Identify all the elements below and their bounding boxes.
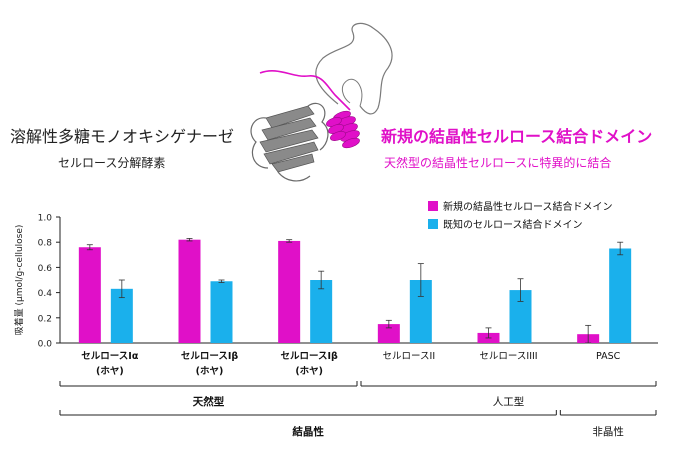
bar bbox=[210, 281, 233, 343]
category-label: PASC bbox=[596, 351, 621, 362]
category-label: セルロースII bbox=[383, 351, 436, 362]
bar bbox=[509, 290, 532, 343]
legend-swatch bbox=[428, 201, 438, 211]
category-label: セルロースIβ bbox=[181, 351, 239, 362]
y-tick-label: 0.2 bbox=[38, 314, 52, 324]
category-label: セルロースIβ bbox=[280, 351, 338, 362]
adsorption-chart: 0.0 0.2 0.4 0.6 0.8 1.0 吸着量 (μmol/g-cellulose)… bbox=[13, 200, 658, 438]
y-tick-label: 0.8 bbox=[38, 239, 53, 249]
legend-swatch bbox=[428, 219, 438, 229]
bar bbox=[78, 247, 101, 343]
y-tick-label: 0.0 bbox=[38, 340, 53, 350]
y-tick-label: 0.6 bbox=[38, 264, 53, 274]
bar bbox=[377, 324, 400, 343]
category-label: セルロースIIII bbox=[479, 351, 537, 362]
category-label: セルロースIα bbox=[81, 351, 139, 362]
protein-coil bbox=[315, 22, 393, 115]
bar bbox=[409, 280, 432, 343]
protein-coil bbox=[341, 78, 363, 107]
enzyme-beta-sheet bbox=[259, 105, 319, 173]
group-label: 人工型 bbox=[493, 395, 525, 408]
bar bbox=[178, 239, 201, 343]
bar bbox=[310, 280, 333, 343]
category-sublabel: (ホヤ) bbox=[196, 366, 224, 377]
enzyme-loops bbox=[250, 102, 329, 182]
protein-structure-illustration bbox=[250, 22, 393, 182]
binding-domain-helix bbox=[326, 110, 360, 149]
y-tick-label: 0.4 bbox=[38, 289, 53, 299]
domain-title: 新規の結晶性セルロース結合ドメイン bbox=[381, 127, 653, 146]
group-label: 天然型 bbox=[193, 395, 225, 408]
bar bbox=[110, 288, 133, 343]
group-label: 非晶性 bbox=[592, 425, 624, 438]
bar bbox=[609, 248, 632, 343]
bar bbox=[278, 240, 301, 343]
legend-label: 新規の結晶性セルロース結合ドメイン bbox=[443, 200, 613, 213]
group-label: 結晶性 bbox=[292, 425, 324, 438]
enzyme-title: 溶解性多糖モノオキシゲナーゼ bbox=[10, 127, 235, 146]
category-sublabel: (ホヤ) bbox=[96, 366, 124, 377]
y-axis-label: 吸着量 (μmol/g-cellulose) bbox=[13, 225, 25, 336]
enzyme-subtitle: セルロース分解酵素 bbox=[58, 156, 166, 170]
protein-linker bbox=[259, 69, 351, 111]
category-sublabel: (ホヤ) bbox=[295, 366, 323, 377]
y-tick-label: 1.0 bbox=[38, 214, 53, 224]
domain-subtitle: 天然型の結晶性セルロースに特異的に結合 bbox=[384, 156, 612, 170]
legend-label: 既知のセルロース結合ドメイン bbox=[443, 218, 583, 231]
